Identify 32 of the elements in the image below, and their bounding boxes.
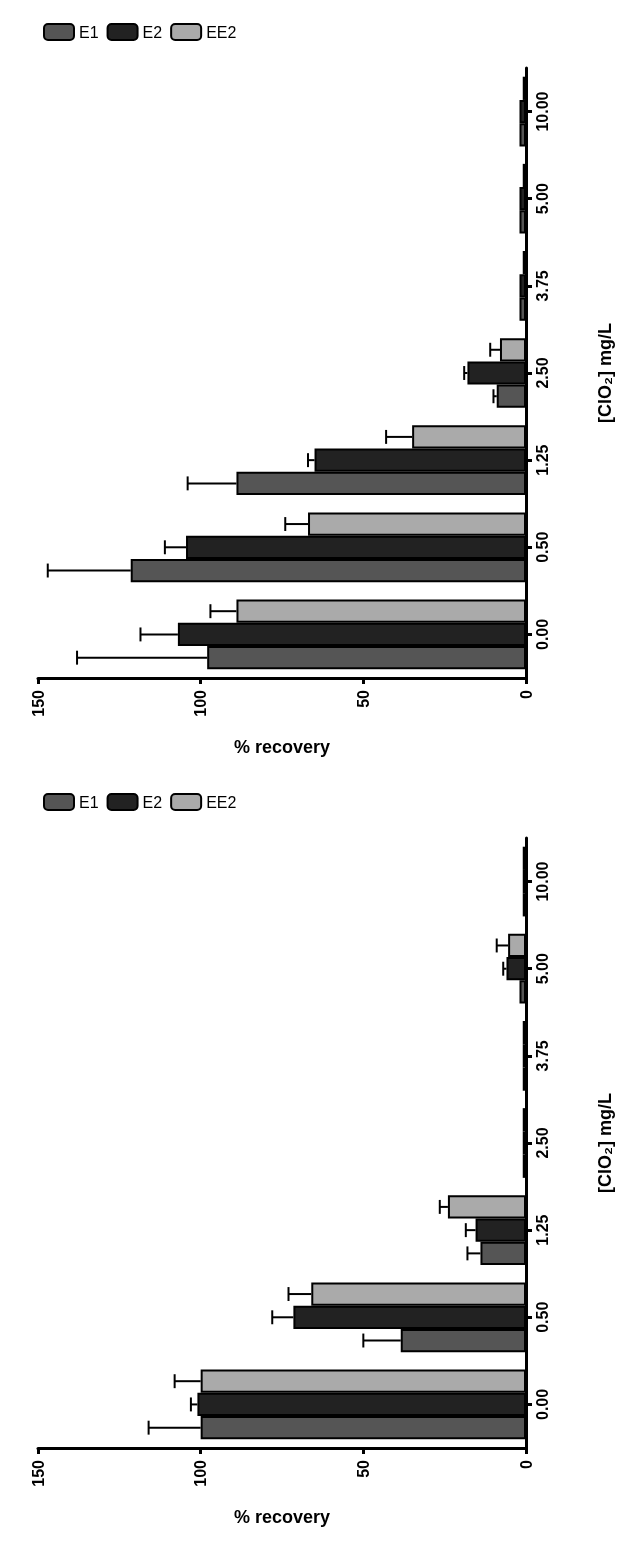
legend-label: EE2 — [206, 793, 237, 811]
x-tick-label: 100 — [192, 689, 210, 717]
y-tick-label: 1.25 — [533, 444, 551, 476]
y-tick-label: 0.00 — [533, 618, 551, 650]
x-axis-title: % recovery — [233, 1507, 331, 1527]
y-tick-label: 2.50 — [533, 1127, 551, 1159]
y-tick-label: 5.00 — [533, 953, 551, 985]
legend-label: E1 — [79, 793, 99, 811]
y-tick-label: 0.50 — [533, 531, 551, 563]
x-tick-label: 100 — [192, 1459, 210, 1487]
y-tick-label: 3.75 — [533, 1040, 551, 1072]
y-tick-label: 10.00 — [533, 861, 551, 902]
x-tick-label: 50 — [354, 1459, 372, 1478]
x-tick-label: 0 — [517, 689, 535, 699]
y-tick-label: 10.00 — [533, 91, 551, 132]
legend-label: E2 — [142, 793, 163, 811]
x-tick-label: 150 — [29, 1459, 47, 1487]
y-tick-label: 1.25 — [533, 1214, 551, 1246]
x-axis-title: % recovery — [233, 737, 331, 757]
x-tick-label: 150 — [29, 689, 47, 717]
y-tick-label: 0.00 — [533, 1388, 551, 1420]
y-axis-title: [ClO₂] mg/L — [595, 1093, 615, 1193]
y-tick-label: 2.50 — [533, 357, 551, 389]
legend-label: EE2 — [206, 23, 237, 41]
x-tick-label: 0 — [517, 1459, 535, 1469]
y-tick-label: 5.00 — [533, 183, 551, 215]
y-tick-label: 0.50 — [533, 1301, 551, 1333]
x-tick-label: 50 — [354, 689, 372, 708]
legend-label: E1 — [79, 23, 99, 41]
y-tick-label: 3.75 — [533, 270, 551, 302]
y-axis-title: [ClO₂] mg/L — [595, 323, 615, 423]
legend-label: E2 — [142, 23, 163, 41]
